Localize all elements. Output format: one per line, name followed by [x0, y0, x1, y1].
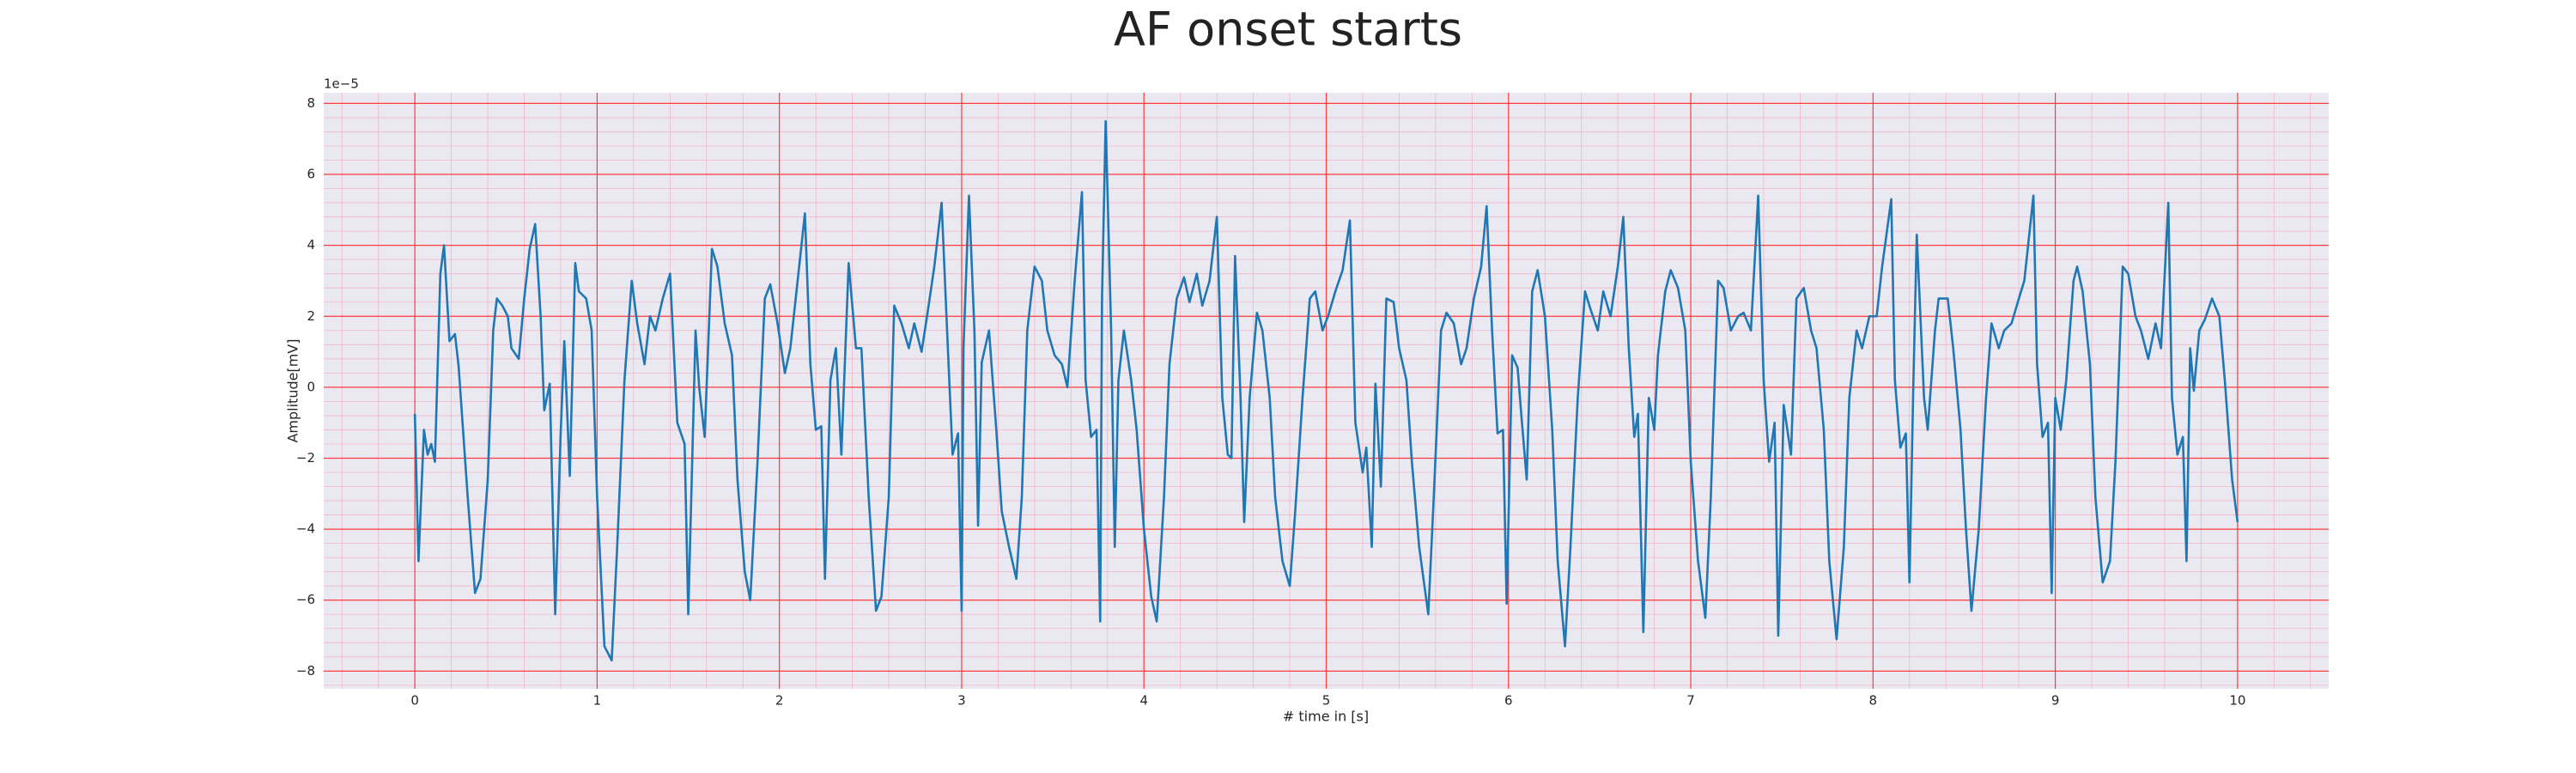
x-tick-label: 4 [1139, 693, 1148, 709]
x-tick-label: 8 [1869, 693, 1878, 709]
y-tick-label: 6 [307, 167, 315, 182]
y-tick-label: 4 [307, 237, 315, 253]
x-tick-label: 10 [2229, 693, 2245, 709]
x-tick-label: 9 [2051, 693, 2060, 709]
y-tick-label: −8 [296, 663, 315, 679]
y-tick-label: −2 [296, 450, 315, 466]
x-tick-label: 0 [410, 693, 419, 709]
y-tick-label: −4 [296, 521, 315, 537]
y-tick-label: −6 [296, 592, 315, 607]
x-tick-label: 5 [1322, 693, 1331, 709]
chart-title: AF onset starts [1114, 3, 1462, 57]
y-offset-text: 1e−5 [324, 76, 359, 92]
x-tick-label: 2 [775, 693, 784, 709]
y-tick-label: 0 [307, 379, 315, 394]
x-tick-label: 7 [1686, 693, 1695, 709]
line-series [413, 119, 2239, 662]
x-tick-label: 3 [957, 693, 966, 709]
x-axis-label: # time in [s] [1283, 709, 1369, 725]
y-axis-label: Amplitude[mV] [285, 338, 301, 442]
x-tick-label: 1 [593, 693, 602, 709]
y-tick-label: 8 [307, 95, 315, 111]
y-tick-label: 2 [307, 308, 315, 324]
x-tick-label: 6 [1504, 693, 1513, 709]
